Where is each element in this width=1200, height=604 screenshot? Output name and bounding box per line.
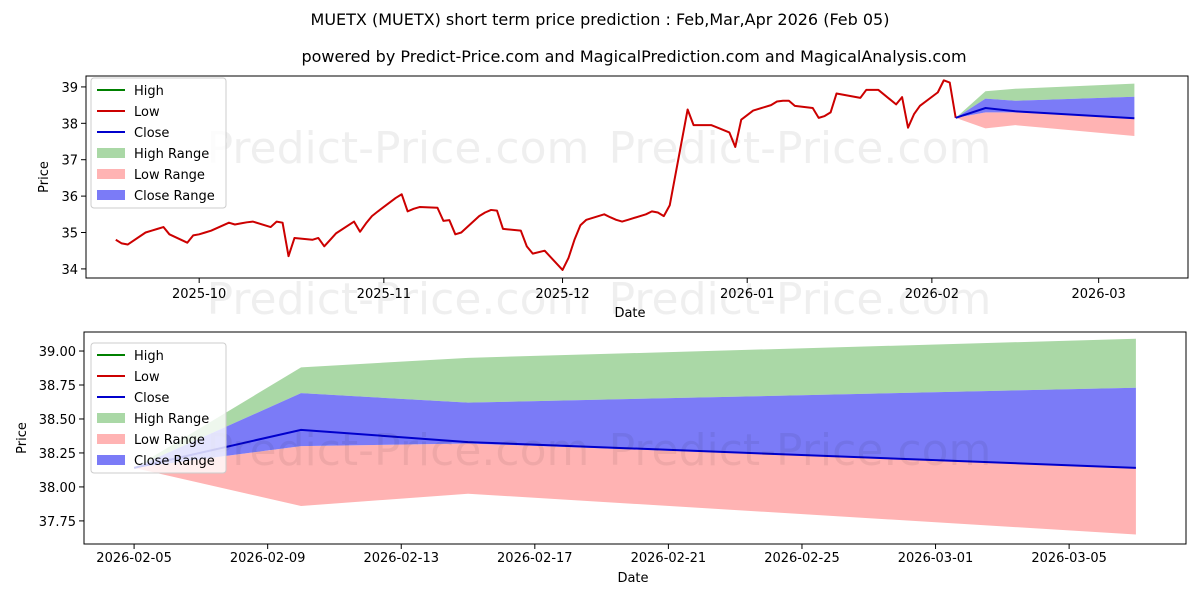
bottom-y-tick-label: 39.00	[39, 345, 76, 360]
bottom-legend-low-label: Low	[134, 370, 160, 385]
top-x-tick-label: 2026-03	[1071, 287, 1125, 302]
bottom-legend-close-range-label: Close Range	[134, 454, 215, 469]
top-legend-high-range-label: High Range	[134, 147, 209, 162]
top-x-tick-label: 2025-12	[535, 287, 589, 302]
close-range-band	[955, 96, 1135, 118]
bottom-legend-high-range-swatch	[97, 413, 125, 423]
bottom-x-tick-label: 2026-02-09	[230, 551, 306, 566]
chart-title: MUETX (MUETX) short term price predictio…	[311, 10, 890, 29]
top-x-tick-label: 2025-11	[357, 287, 411, 302]
bottom-legend-high-range-label: High Range	[134, 412, 209, 427]
high-range-band	[955, 83, 1135, 118]
bottom-x-tick-label: 2026-03-05	[1031, 551, 1107, 566]
chart-subtitle: powered by Predict-Price.com and Magical…	[301, 47, 966, 66]
close-range-band	[134, 387, 1136, 468]
bottom-y-axis-label: Price	[15, 422, 30, 454]
bottom-legend-close-label: Close	[134, 391, 169, 406]
top-x-tick-label: 2025-10	[172, 287, 226, 302]
watermark-text: Predict-Price.com	[609, 123, 992, 174]
bottom-x-axis-label: Date	[617, 571, 648, 586]
bottom-y-tick-label: 38.25	[39, 447, 76, 462]
top-x-axis-label: Date	[614, 306, 645, 321]
top-legend-close-label: Close	[134, 126, 169, 141]
top-panel: Predict-Price.com Predict-Price.com Predic…	[37, 75, 1189, 325]
bottom-y-tick-label: 38.00	[39, 481, 76, 496]
bottom-x-tick-label: 2026-02-21	[631, 551, 707, 566]
close-forecast-line	[955, 107, 1135, 120]
top-y-tick-label: 36	[61, 190, 78, 205]
bottom-y-tick-label: 37.75	[39, 515, 76, 530]
top-y-tick-label: 38	[61, 117, 78, 132]
bottom-legend-low-range-swatch	[97, 434, 125, 444]
top-y-tick-label: 34	[61, 263, 78, 278]
bottom-x-tick-label: 2026-02-17	[497, 551, 573, 566]
high-range-band	[134, 338, 1136, 468]
low-range-band	[955, 112, 1135, 137]
bottom-x-tick-label: 2026-02-13	[363, 551, 439, 566]
top-legend-low-label: Low	[134, 105, 160, 120]
bottom-legend-high-label: High	[134, 349, 164, 364]
watermark-text: Predict-Price.com	[207, 425, 590, 476]
top-plot-frame	[85, 75, 1189, 279]
bottom-legend-close-range-swatch	[97, 455, 125, 465]
bottom-x-tick-label: 2026-02-25	[764, 551, 840, 566]
low-range-band	[134, 443, 1136, 535]
top-legend-close-range-label: Close Range	[134, 189, 215, 204]
top-y-tick-label: 37	[61, 154, 78, 169]
top-legend-high-range-swatch	[97, 148, 125, 158]
top-x-tick-label: 2026-02	[905, 287, 959, 302]
watermark-text: Predict-Price.com	[609, 425, 992, 476]
bottom-y-tick-label: 38.50	[39, 413, 76, 428]
watermark-text: Predict-Price.com	[207, 274, 590, 325]
bottom-x-tick-label: 2026-03-01	[898, 551, 974, 566]
top-x-tick-label: 2026-01	[720, 287, 774, 302]
top-y-tick-label: 39	[61, 81, 78, 96]
top-legend-low-range-label: Low Range	[134, 168, 205, 183]
top-legend-close-range-swatch	[97, 190, 125, 200]
bottom-y-tick-label: 38.75	[39, 379, 76, 394]
watermark-text: Predict-Price.com	[609, 274, 992, 325]
top-legend-high-label: High	[134, 84, 164, 99]
bottom-legend-low-range-label: Low Range	[134, 433, 205, 448]
top-legend-low-range-swatch	[97, 169, 125, 179]
watermark-text: Predict-Price.com	[207, 123, 590, 174]
low-history-line	[115, 79, 957, 271]
top-y-axis-label: Price	[37, 161, 52, 193]
bottom-panel: Predict-Price.com Predict-Price.com 2026-0…	[15, 331, 1187, 586]
bottom-plot-frame	[83, 331, 1187, 545]
top-y-tick-label: 35	[61, 227, 78, 242]
bottom-x-tick-label: 2026-02-05	[96, 551, 172, 566]
